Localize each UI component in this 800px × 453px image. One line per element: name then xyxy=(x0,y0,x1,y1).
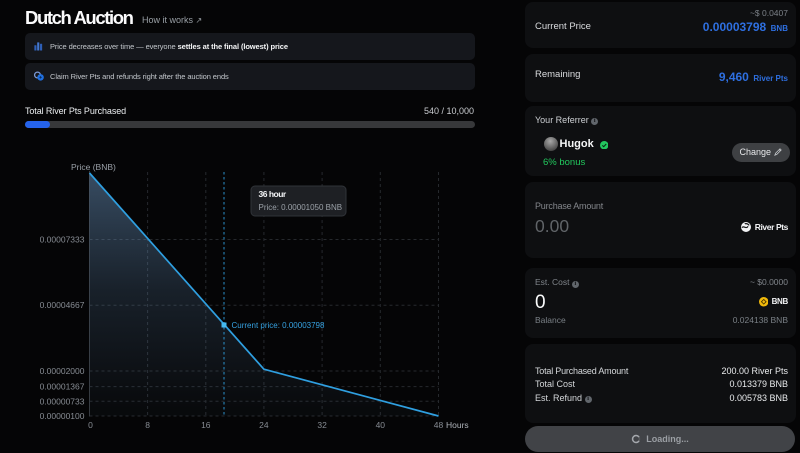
svg-text:40: 40 xyxy=(376,420,386,430)
svg-text:24: 24 xyxy=(259,420,269,430)
svg-text:16: 16 xyxy=(201,420,211,430)
svg-text:Price (BNB): Price (BNB) xyxy=(71,162,116,172)
svg-text:0.00000100: 0.00000100 xyxy=(40,411,85,421)
svg-text:0: 0 xyxy=(88,420,93,430)
svg-text:32: 32 xyxy=(317,420,327,430)
svg-text:36 hour: 36 hour xyxy=(259,189,287,199)
svg-text:0.00004667: 0.00004667 xyxy=(40,300,85,310)
svg-text:Price: 0.00001050 BNB: Price: 0.00001050 BNB xyxy=(259,203,343,212)
svg-text:8: 8 xyxy=(145,420,150,430)
svg-text:Current price: 0.00003798: Current price: 0.00003798 xyxy=(232,321,326,330)
svg-text:0.00000733: 0.00000733 xyxy=(40,396,85,406)
svg-text:48: 48 xyxy=(434,420,444,430)
svg-text:0.00002000: 0.00002000 xyxy=(40,366,85,376)
svg-text:0.00007333: 0.00007333 xyxy=(40,235,85,245)
svg-text:0.00001367: 0.00001367 xyxy=(40,382,85,392)
svg-text:Hours: Hours xyxy=(446,420,469,430)
